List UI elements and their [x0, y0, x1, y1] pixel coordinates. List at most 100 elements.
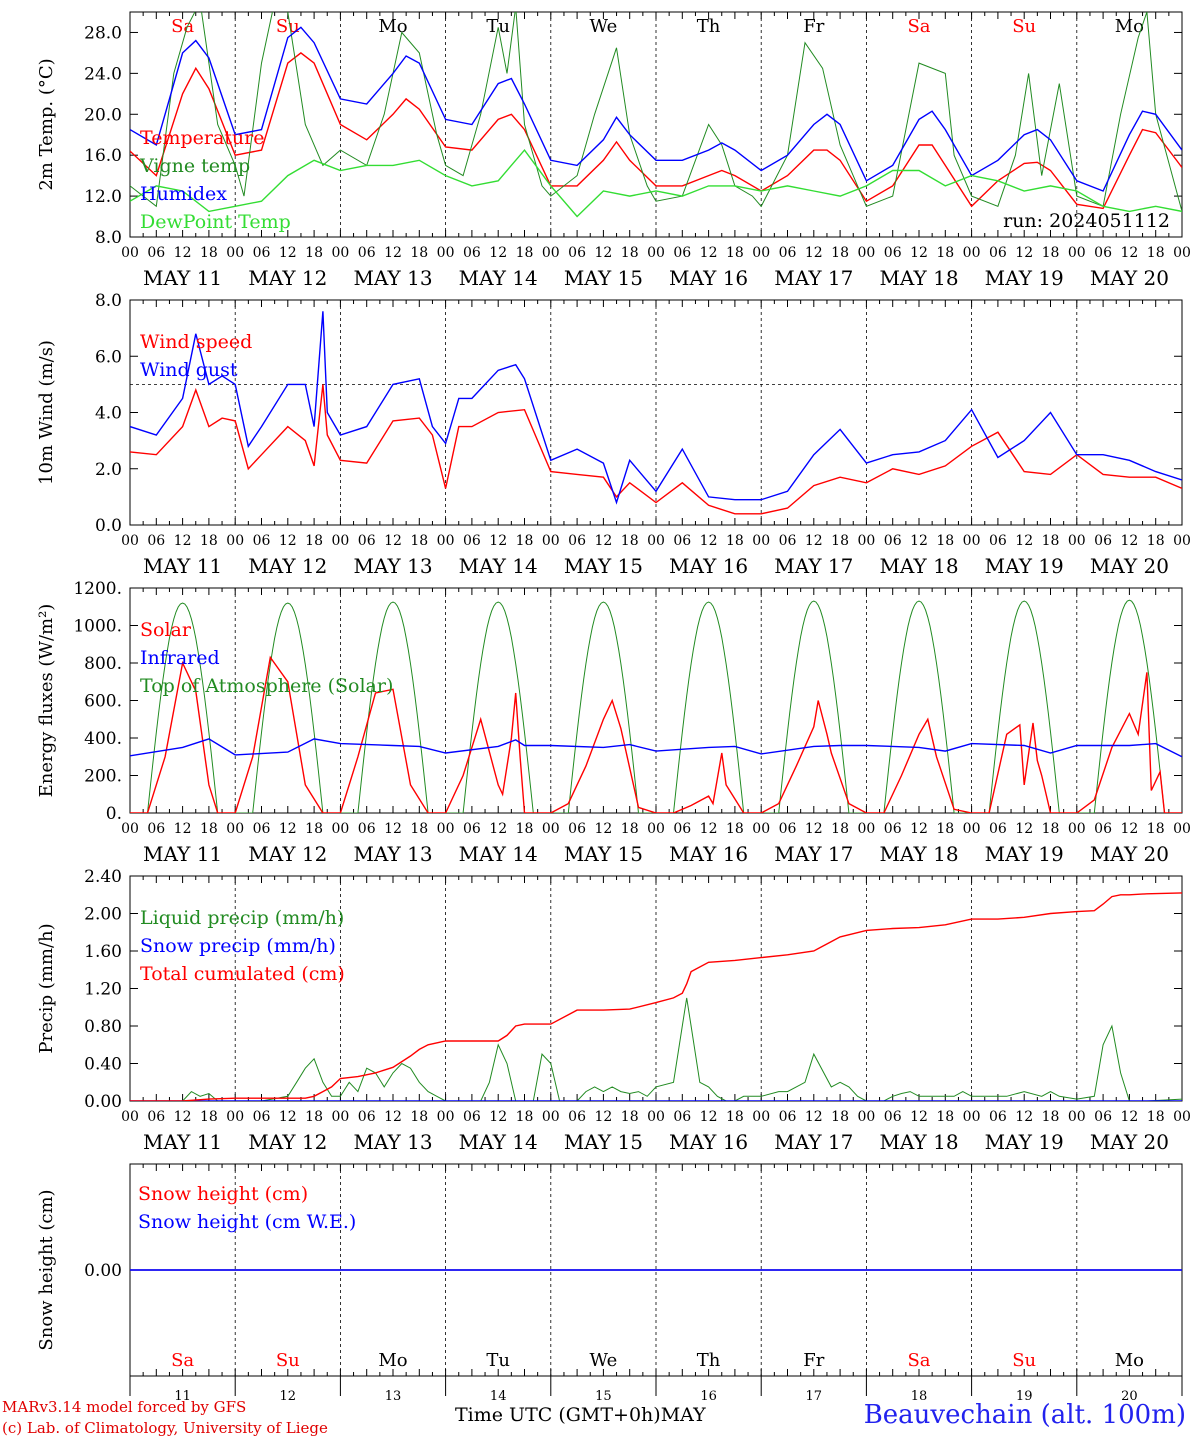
hour-tick-label: 18	[516, 821, 534, 837]
hour-tick-label: 12	[805, 245, 823, 261]
hour-tick-label: 18	[1147, 245, 1165, 261]
panel-5: 0.00 Snow height (cm) Snow height (cm) Snow…	[36, 1163, 1183, 1404]
hour-tick-label: 18	[831, 533, 849, 549]
date-label: MAY 11	[143, 266, 222, 290]
hour-tick-label: 00	[1173, 1109, 1191, 1125]
hour-tick-label: 12	[1120, 533, 1138, 549]
hour-tick-label: 06	[568, 533, 586, 549]
hour-tick-label: 12	[910, 245, 928, 261]
hour-tick-label: 06	[989, 533, 1007, 549]
legend-entry: Top of Atmosphere (Solar)	[140, 675, 393, 697]
hour-tick-label: 00	[647, 533, 665, 549]
hour-tick-label: 12	[1015, 821, 1033, 837]
date-label: MAY 13	[353, 842, 432, 866]
hour-tick-label: 18	[305, 245, 323, 261]
series-line-infrared	[130, 738, 1182, 758]
hour-tick-label: 12	[384, 1109, 402, 1125]
hour-tick-label: 12	[174, 821, 192, 837]
date-label: MAY 16	[669, 266, 748, 290]
hour-tick-label: 18	[726, 1109, 744, 1125]
hour-tick-label: 18	[831, 821, 849, 837]
weekday-label: Sa	[907, 1350, 930, 1371]
y-tick-label: 600.	[84, 692, 122, 712]
day-number-label: 18	[911, 1389, 928, 1404]
hour-tick-label: 00	[857, 533, 875, 549]
hour-tick-label: 12	[489, 245, 507, 261]
date-label: MAY 15	[564, 842, 643, 866]
weekday-label: We	[590, 16, 618, 37]
hour-tick-label: 12	[384, 533, 402, 549]
hour-tick-label: 06	[463, 821, 481, 837]
date-label: MAY 18	[879, 1130, 958, 1154]
y-tick-label: 8.0	[95, 228, 122, 248]
panel-2: 0.0 2.0 4.0 6.0 8.0 10m Wind (m/s) Wind speed W…	[36, 291, 1191, 578]
hour-tick-label: 00	[752, 1109, 770, 1125]
hour-tick-label: 00	[857, 821, 875, 837]
date-label: MAY 17	[774, 554, 853, 578]
y-tick-label: 28.0	[84, 23, 122, 43]
hour-tick-label: 06	[673, 533, 691, 549]
hour-tick-label: 00	[752, 821, 770, 837]
panel-frame	[129, 11, 1183, 238]
date-label: MAY 12	[248, 842, 327, 866]
day-number-label: 20	[1121, 1389, 1138, 1404]
hour-tick-label: 00	[857, 1109, 875, 1125]
hour-tick-label: 12	[805, 821, 823, 837]
hour-tick-label: 18	[410, 533, 428, 549]
hour-tick-label: 18	[621, 821, 639, 837]
y-tick-label: 0.40	[84, 1055, 122, 1075]
date-label: MAY 15	[564, 554, 643, 578]
hour-tick-label: 18	[1147, 533, 1165, 549]
legend-entry: Snow height (cm W.E.)	[138, 1211, 356, 1233]
hour-tick-label: 00	[121, 245, 139, 261]
hour-tick-label: 06	[779, 1109, 797, 1125]
date-label: MAY 20	[1090, 266, 1169, 290]
y-tick-label: 0.00	[84, 1092, 122, 1112]
hour-tick-label: 18	[410, 821, 428, 837]
hour-tick-label: 06	[463, 245, 481, 261]
panel-1: 8.0 12.0 16.0 20.0 24.0 28.0 2m Temp. (°C) Sa Su…	[36, 11, 1191, 290]
day-number-label: 13	[385, 1389, 402, 1404]
hour-tick-label: 18	[1042, 821, 1060, 837]
weekday-label: Mo	[378, 1350, 407, 1371]
lab-credit: (c) Lab. of Climatology, University of L…	[2, 1419, 328, 1437]
y-tick-label: 0.00	[84, 1261, 122, 1281]
weekday-label: Th	[697, 16, 721, 37]
y-tick-label: 0.0	[95, 516, 122, 536]
date-label: MAY 12	[248, 266, 327, 290]
y-tick-label: 1000.	[73, 617, 122, 637]
hour-tick-label: 00	[963, 821, 981, 837]
date-label: MAY 14	[459, 1130, 538, 1154]
weekday-label: Tu	[486, 1350, 510, 1371]
hour-tick-label: 00	[121, 533, 139, 549]
hour-tick-label: 00	[752, 245, 770, 261]
hour-tick-label: 12	[594, 821, 612, 837]
hour-tick-label: 12	[1120, 821, 1138, 837]
hour-tick-label: 00	[437, 821, 455, 837]
hour-tick-label: 00	[1068, 1109, 1086, 1125]
weekday-label: Mo	[1115, 1350, 1144, 1371]
weekday-label: Th	[697, 1350, 721, 1371]
date-label: MAY 20	[1090, 842, 1169, 866]
hour-tick-label: 12	[279, 245, 297, 261]
hour-tick-label: 12	[805, 533, 823, 549]
y-tick-label: 0.80	[84, 1017, 122, 1037]
date-label: MAY 16	[669, 1130, 748, 1154]
hour-tick-label: 12	[594, 533, 612, 549]
model-credit: MARv3.14 model forced by GFS	[2, 1398, 247, 1416]
date-label: MAY 19	[985, 554, 1064, 578]
hour-tick-label: 06	[884, 1109, 902, 1125]
y-axis-title: Snow height (cm)	[36, 1189, 57, 1350]
hour-tick-label: 00	[963, 1109, 981, 1125]
hour-tick-label: 06	[253, 533, 271, 549]
y-tick-label: 2.00	[84, 905, 122, 925]
hour-tick-label: 00	[542, 245, 560, 261]
hour-tick-label: 00	[331, 1109, 349, 1125]
date-label: MAY 17	[774, 842, 853, 866]
station-name: Beauvechain (alt. 100m)	[863, 1400, 1186, 1430]
hour-tick-label: 00	[331, 821, 349, 837]
date-label: MAY 13	[353, 266, 432, 290]
weekday-label: Su	[276, 1350, 300, 1371]
y-tick-label: 24.0	[84, 64, 122, 84]
hour-tick-label: 18	[200, 1109, 218, 1125]
